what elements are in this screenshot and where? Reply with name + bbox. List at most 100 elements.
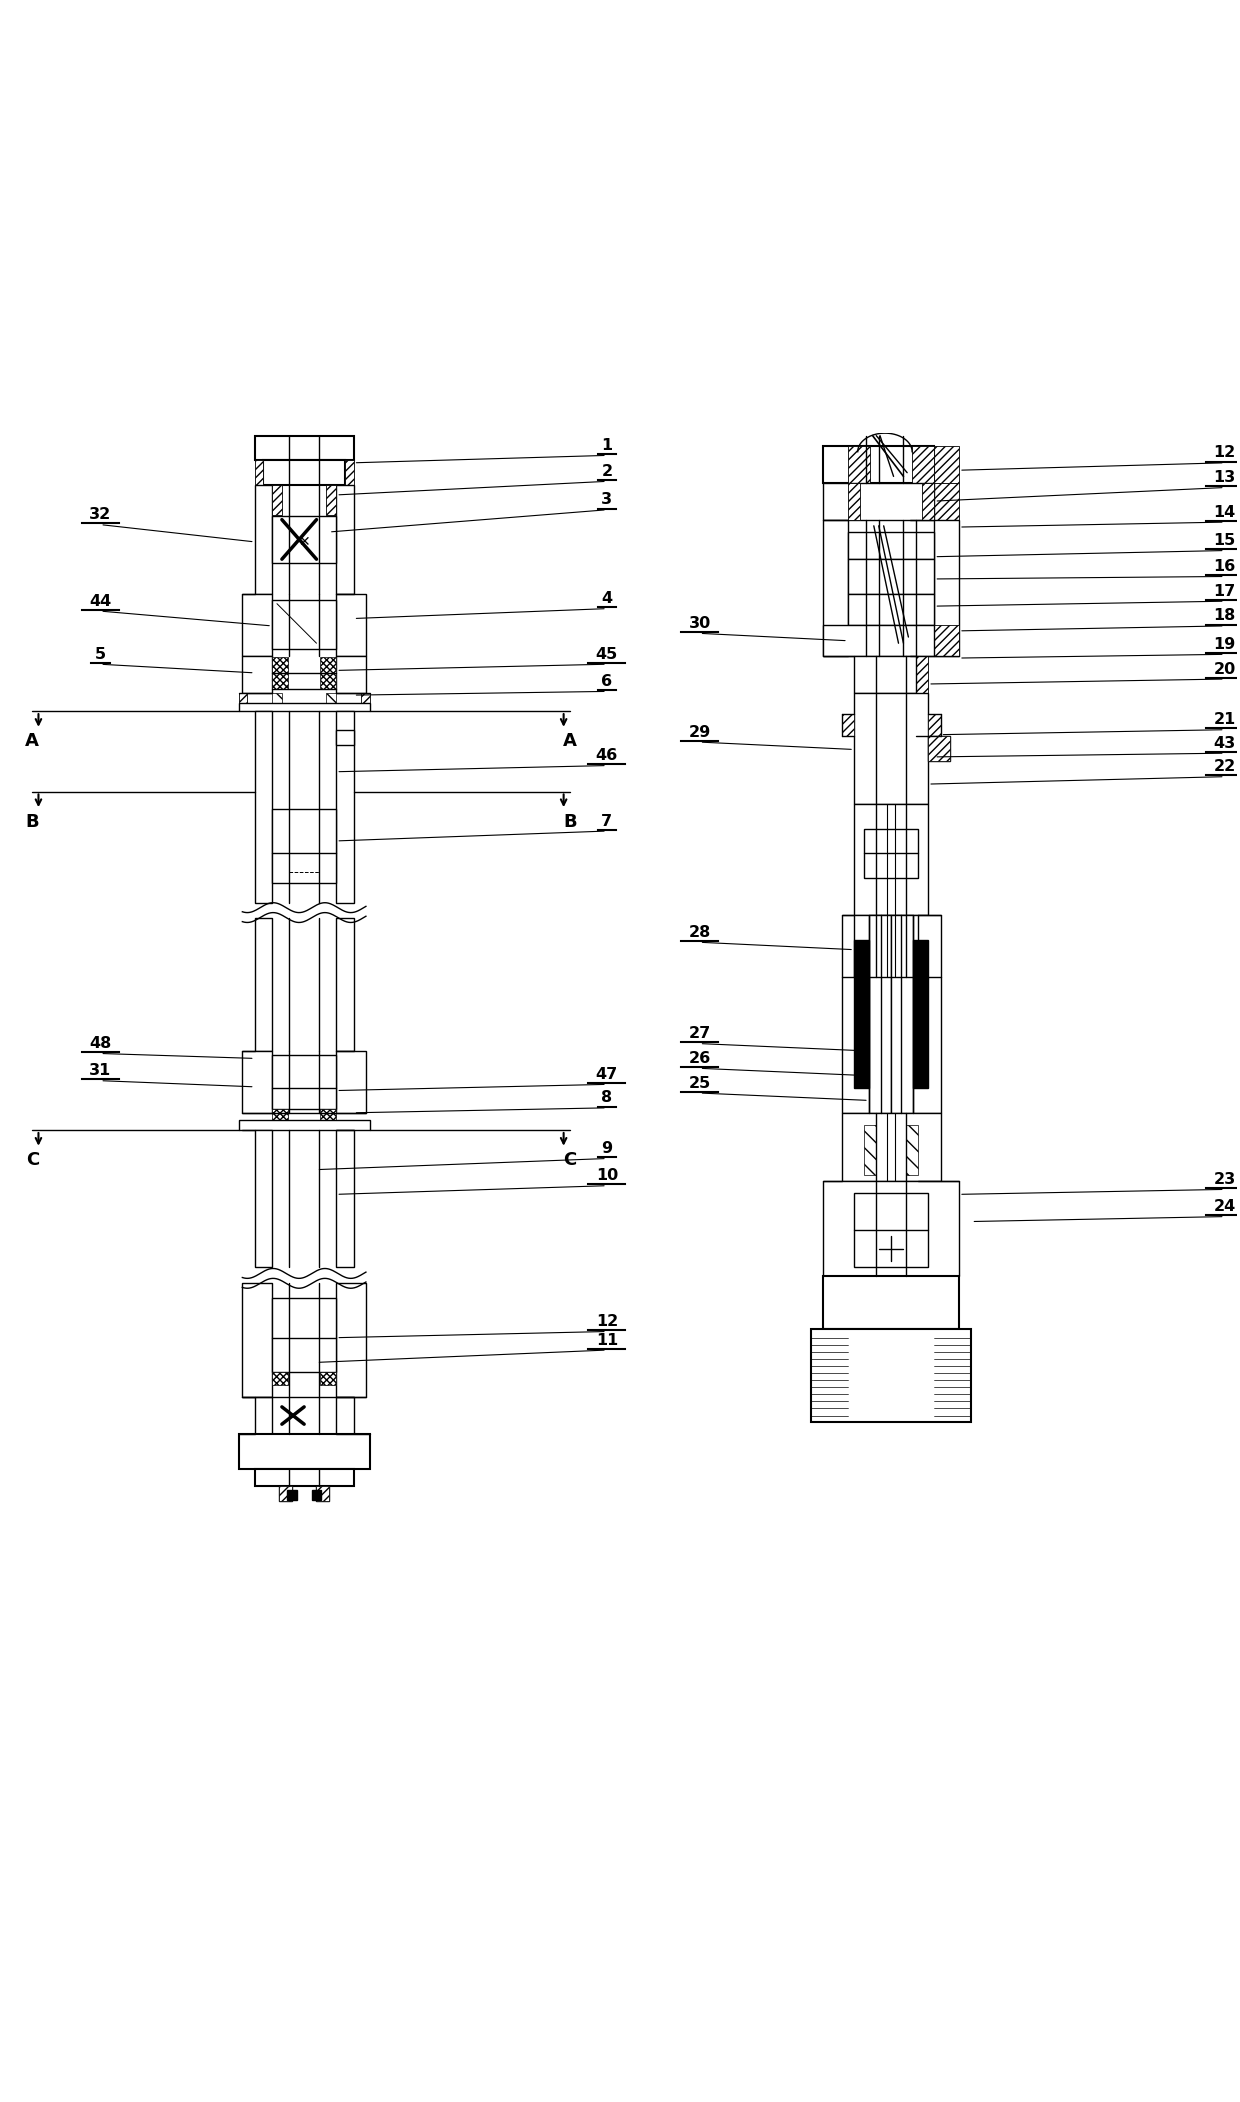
Bar	[935, 624, 959, 656]
Bar	[848, 532, 867, 559]
Bar	[916, 656, 929, 694]
Bar	[238, 1434, 272, 1469]
Bar	[238, 1120, 370, 1131]
Bar	[254, 460, 263, 486]
Bar	[361, 1120, 370, 1131]
Bar	[823, 624, 935, 656]
Text: 48: 48	[89, 1036, 112, 1051]
Bar	[272, 809, 336, 883]
Text: A: A	[563, 731, 577, 750]
Bar	[864, 828, 877, 879]
Bar	[254, 1398, 272, 1434]
Polygon shape	[311, 1490, 321, 1499]
Bar	[254, 486, 272, 593]
Bar	[254, 1131, 272, 1268]
Bar	[242, 1051, 272, 1112]
Bar	[823, 483, 848, 519]
Bar	[823, 519, 848, 656]
Bar	[242, 1284, 272, 1398]
Bar	[906, 828, 919, 879]
Bar	[823, 519, 848, 656]
Bar	[263, 460, 345, 486]
Bar	[848, 559, 935, 593]
Text: 3: 3	[601, 492, 613, 507]
Bar	[336, 729, 353, 744]
Bar	[935, 519, 959, 656]
Bar	[935, 1328, 971, 1421]
Polygon shape	[914, 940, 929, 1089]
Text: B: B	[563, 813, 577, 830]
Bar	[842, 914, 864, 1112]
Bar	[929, 1181, 959, 1276]
Bar	[336, 486, 353, 593]
Bar	[336, 1398, 353, 1434]
Bar	[254, 435, 353, 460]
Bar	[823, 483, 935, 519]
Bar	[336, 486, 353, 593]
Bar	[336, 1051, 366, 1112]
Bar	[929, 1276, 959, 1328]
Bar	[848, 446, 870, 483]
Bar	[336, 919, 353, 1051]
Bar	[916, 694, 929, 803]
Text: 25: 25	[688, 1076, 711, 1091]
Text: 5: 5	[94, 647, 105, 662]
Bar	[272, 1110, 288, 1120]
Bar	[238, 702, 370, 710]
Text: C: C	[563, 1152, 577, 1169]
Bar	[336, 1131, 353, 1268]
Bar	[279, 1486, 291, 1501]
Bar	[854, 694, 929, 803]
Bar	[336, 656, 366, 694]
Bar	[842, 1112, 940, 1181]
Text: 17: 17	[1214, 584, 1236, 599]
Text: 7: 7	[601, 813, 613, 828]
Text: 12: 12	[1214, 446, 1236, 460]
Bar	[929, 736, 950, 761]
Text: 16: 16	[1214, 559, 1236, 574]
Bar	[892, 914, 914, 1112]
Text: 23: 23	[1214, 1173, 1236, 1188]
Bar	[336, 593, 366, 656]
Bar	[842, 715, 854, 736]
Bar	[254, 919, 272, 1051]
Bar	[823, 1181, 959, 1276]
Bar	[906, 1125, 919, 1175]
Bar	[823, 1276, 854, 1328]
Bar	[923, 483, 935, 519]
Bar	[254, 710, 272, 902]
Text: 45: 45	[595, 647, 618, 662]
Text: 29: 29	[688, 725, 711, 740]
Bar	[935, 446, 959, 483]
Text: 1: 1	[601, 437, 613, 452]
Bar	[316, 1486, 329, 1501]
Text: 15: 15	[1214, 534, 1236, 549]
Bar	[848, 559, 867, 593]
Bar	[919, 914, 940, 1112]
Bar	[316, 1486, 329, 1501]
Text: A: A	[25, 731, 40, 750]
Bar	[254, 1469, 353, 1486]
Text: 20: 20	[1214, 662, 1236, 677]
Bar	[272, 694, 281, 702]
Text: 11: 11	[595, 1333, 618, 1347]
Bar	[254, 1469, 272, 1486]
Bar	[326, 694, 336, 702]
Text: 30: 30	[688, 616, 711, 631]
Bar	[254, 919, 272, 1051]
Text: B: B	[26, 813, 40, 830]
Bar	[848, 593, 867, 624]
Text: 22: 22	[1214, 759, 1236, 774]
Bar	[854, 1194, 929, 1268]
Bar	[242, 656, 272, 694]
Text: 46: 46	[595, 748, 618, 763]
Bar	[336, 919, 353, 1051]
Text: 8: 8	[601, 1091, 613, 1106]
Bar	[913, 446, 935, 483]
Bar	[336, 1051, 366, 1112]
Bar	[864, 1125, 877, 1175]
Bar	[916, 803, 929, 914]
Text: 27: 27	[688, 1026, 711, 1040]
Bar	[848, 483, 861, 519]
Text: 14: 14	[1214, 504, 1236, 519]
